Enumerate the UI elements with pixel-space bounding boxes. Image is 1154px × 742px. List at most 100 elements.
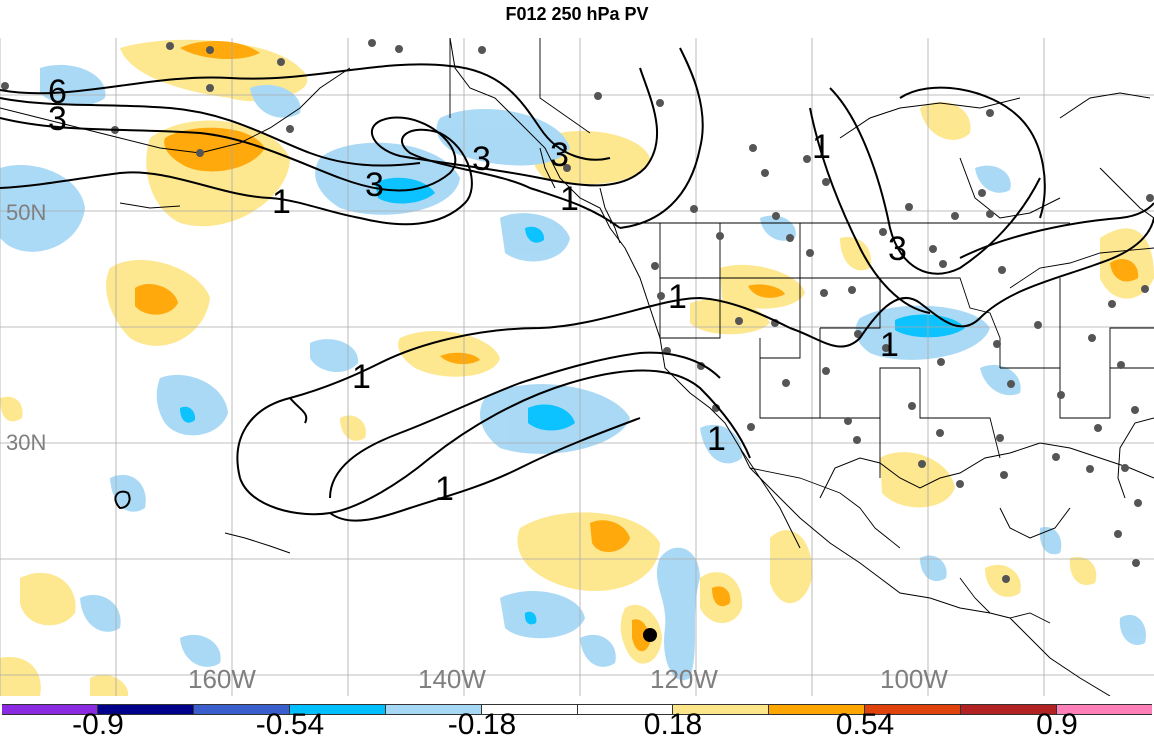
pv-contour-1i: [809, 107, 931, 314]
pv-contour-1h: [789, 217, 1154, 348]
colorbar-segment: [289, 705, 386, 714]
negative-anomaly: [40, 64, 106, 106]
colorbar-label: -0.9: [72, 708, 124, 741]
negative-anomaly: [315, 142, 460, 215]
positive-anomaly: [690, 299, 770, 335]
pv-contour-1l: [114, 490, 131, 510]
colorbar: [2, 704, 1153, 715]
pv-contour-1j: [899, 86, 1046, 219]
pv-contours: [0, 47, 1154, 522]
contour-label: 1: [560, 180, 579, 218]
pv-contour-1f: [329, 351, 721, 499]
pv-contour-1e: [239, 369, 751, 516]
pv-contour-1b: [619, 47, 704, 229]
contour-label: 1: [352, 358, 371, 396]
positive-anomaly: [880, 452, 955, 508]
contour-label: 3: [472, 140, 491, 178]
negative-anomaly: [975, 165, 1011, 193]
negative-anomaly: [525, 226, 545, 243]
negative-anomaly: [524, 611, 537, 625]
map-panel: 6 3 3 3 3 1 1 1 1 1 1 1 3 1: [0, 38, 1154, 696]
colorbar-segment: [2, 705, 98, 714]
pv-contour-3b: [0, 97, 421, 167]
positive-anomaly: [712, 586, 731, 607]
colorbar-segment: [1057, 705, 1153, 714]
positive-anomaly: [770, 530, 813, 604]
colorbar-segment: [577, 705, 674, 714]
contour-label: 1: [880, 326, 899, 364]
pv-contour-1: [0, 128, 621, 229]
contour-label: 6: [48, 73, 67, 111]
political-borders: [449, 38, 1154, 624]
negative-anomaly: [980, 364, 1021, 396]
contour-labels: 6 3 3 3 3 1 1 1 1 1 1 1 3 1: [48, 73, 907, 508]
negative-anomaly: [580, 634, 616, 667]
negative-anomaly: [250, 84, 301, 118]
contour-label: 1: [435, 470, 454, 508]
contour-label: 1: [812, 128, 831, 166]
positive-anomaly: [632, 619, 650, 652]
station-markers: [1, 39, 1154, 583]
positive-anomaly: [840, 237, 871, 271]
contour-label: 1: [272, 183, 291, 221]
colorbar-segment: [865, 705, 962, 714]
colorbar-segment: [193, 705, 290, 714]
colorbar-segment: [961, 705, 1058, 714]
lon-label-100w: 100W: [880, 664, 948, 694]
negative-anomaly: [1039, 527, 1062, 555]
lon-label-140w: 140W: [418, 664, 486, 694]
colorbar-segment: [673, 705, 770, 714]
contour-label: 1: [707, 420, 726, 458]
contour-label: 3: [550, 136, 569, 174]
lon-label-120w: 120W: [650, 664, 718, 694]
pv-contour-6: [0, 63, 611, 161]
map-title: F012 250 hPa PV: [505, 4, 649, 24]
colorbar-segment: [385, 705, 482, 714]
colorbar-label: 0.54: [835, 708, 895, 741]
positive-anomaly: [1110, 258, 1139, 282]
negative-anomaly: [760, 215, 796, 241]
colorbar-label: -0.54: [255, 708, 325, 741]
lat-label-30n: 30N: [6, 430, 47, 455]
pv-contour-3c: [829, 87, 1041, 275]
pv-contour-1g: [329, 417, 641, 522]
contour-label: 1: [668, 278, 687, 316]
colorbar-label: 0.9: [1036, 708, 1078, 741]
positive-anomaly: [440, 352, 480, 365]
colorbar-segment: [97, 705, 194, 714]
lon-label-160w: 160W: [188, 664, 256, 694]
positive-anomaly: [590, 520, 630, 553]
contour-label: 3: [48, 100, 67, 138]
negative-anomaly: [80, 594, 121, 632]
negative-anomaly: [656, 547, 700, 681]
positive-anomaly: [90, 674, 129, 696]
negative-anomaly: [528, 404, 575, 431]
positive-anomaly: [340, 415, 366, 441]
negative-anomaly: [180, 634, 221, 667]
positive-anomaly: [0, 396, 23, 422]
colorbar-label: 0.18: [643, 708, 703, 741]
contour-label: 3: [365, 166, 384, 204]
positive-anomaly: [1069, 557, 1097, 586]
negative-anomaly: [920, 555, 947, 582]
negative-anomaly: [156, 374, 228, 436]
positive-anomaly: [180, 41, 260, 60]
coastlines: [0, 38, 1154, 696]
colorbar-segment: [481, 705, 578, 714]
pv-contour-1c: [236, 296, 791, 479]
positive-anomaly: [135, 283, 178, 315]
position-marker: [643, 628, 657, 642]
pv-contour-3: [0, 67, 659, 192]
positive-anomaly: [20, 572, 76, 626]
negative-anomaly: [180, 406, 196, 423]
negative-anomaly: [500, 590, 585, 639]
lat-label-50n: 50N: [6, 200, 47, 225]
contour-label: 3: [888, 230, 907, 268]
positive-anomaly: [920, 102, 971, 140]
positive-anomaly: [748, 284, 785, 298]
positive-anomaly: [517, 512, 660, 591]
negative-anomaly: [310, 339, 359, 373]
pv-contour-1k: [959, 202, 1154, 259]
negative-anomaly: [895, 314, 965, 338]
pv-contour-1d: [289, 397, 308, 424]
